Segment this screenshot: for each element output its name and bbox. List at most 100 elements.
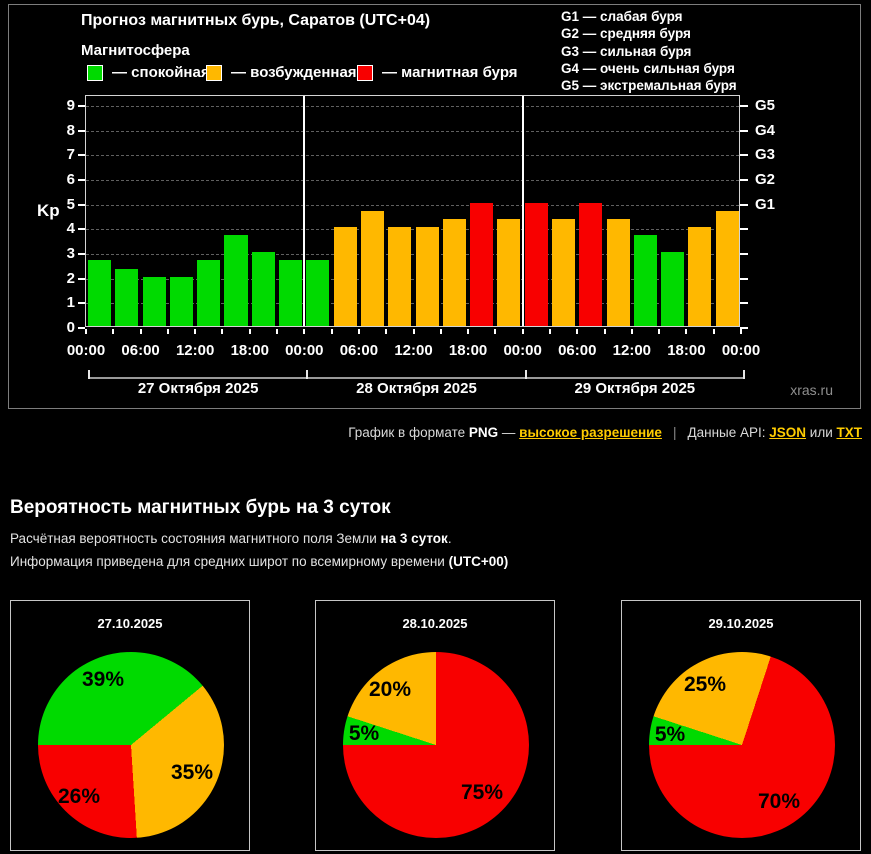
pie-date-2: 29.10.2025 [708,616,774,631]
y-tick-right-4 [740,228,748,231]
y-tick-left-4 [78,228,85,231]
y-tick-right-6 [740,178,748,181]
txt-link[interactable]: TXT [836,425,863,440]
pie-chart-1 [343,652,529,838]
gridline-kp6 [86,179,739,181]
x-tick-19 [603,329,606,334]
day-bracket-tick-0 [88,370,90,379]
kp-bar-23 [715,210,739,326]
x-label-7: 18:00 [448,342,488,359]
y-tick-left-9 [78,104,85,107]
kp-bar-19 [606,219,630,326]
right-axis-label-G3: G3 [755,146,776,164]
kp-bar-3 [169,276,193,326]
day-bracket-tick-3 [743,370,745,379]
y-tick-left-1 [78,302,85,305]
pie-box-27.10.2025: 27.10.2025 39% 35% 26% [10,600,250,851]
probability-line2: Информация приведена для средних широт п… [10,554,508,569]
kp-bar-15 [497,219,521,326]
x-tick-17 [548,329,551,334]
kp-bar-12 [415,227,439,326]
y-tick-left-7 [78,154,85,157]
x-tick-10 [357,329,360,334]
x-tick-6 [248,329,251,334]
line1-bold: на 3 суток [380,531,448,546]
gridline-kp4 [86,229,739,231]
x-tick-22 [685,329,688,334]
kp-bar-10 [360,210,384,326]
pie-2-label-excited: 25% [683,673,727,696]
kp-bar-1 [115,268,139,326]
x-tick-2 [139,329,142,334]
pie-1-label-excited: 20% [368,678,412,701]
y-label-9: 9 [66,96,75,114]
dash-text: — [498,425,520,440]
y-label-8: 8 [66,121,75,139]
kp-bar-11 [388,227,412,326]
gridline-kp7 [86,155,739,157]
probability-heading: Вероятность магнитных бурь на 3 суток [10,497,391,518]
legend-label-storm: — магнитная буря [382,64,518,81]
y-tick-left-2 [78,277,85,280]
x-tick-4 [194,329,197,334]
y-label-6: 6 [66,170,75,188]
pie-chart-2 [649,652,835,838]
x-label-1: 06:00 [121,342,160,359]
legend-label-excited: — возбужденная [231,64,357,81]
quiet-swatch [87,64,103,81]
x-label-8: 00:00 [503,342,542,359]
y-tick-right-1 [740,302,748,305]
json-link[interactable]: JSON [769,425,807,440]
separator: | [672,425,677,440]
right-axis-label-G4: G4 [755,121,776,139]
probability-line1: Расчётная вероятность состояния магнитно… [10,531,452,546]
kp-bar-18 [579,202,603,326]
x-tick-8 [303,329,306,334]
x-tick-18 [576,329,579,334]
day-separator-2 [521,96,524,326]
y-label-4: 4 [66,220,75,238]
day-label-0: 27 Октября 2025 [137,380,259,397]
x-label-11: 18:00 [667,342,706,359]
x-label-4: 00:00 [285,342,324,359]
hires-link[interactable]: высокое разрешение [519,425,662,440]
magnetosphere-legend: — спокойная — возбужденная — магнитная бур… [9,64,860,84]
legend-label-quiet: — спокойная [112,64,210,81]
gridline-kp5 [86,204,739,206]
y-tick-right-3 [740,252,748,255]
x-tick-12 [412,329,415,334]
g-scale-line-2: G2 — средняя буря [561,26,691,42]
legend-item-quiet: — спокойная [87,64,210,81]
legend-item-excited: — возбужденная [206,64,357,81]
kp-plot: 0 1 2 3 4 5 6 7 8 9 G1 G2 G3 G4 G5 00:00 06:00 12:00 18:00… [67,95,775,397]
day-label-1: 28 Октября 2025 [356,380,477,397]
x-tick-20 [630,329,633,334]
pie-date-0: 27.10.2025 [97,616,163,631]
x-tick-9 [330,329,333,334]
kp-bar-17 [551,219,576,326]
gridline-kp3 [86,253,739,255]
kp-bar-6 [251,251,275,326]
g-scale-line-3: G3 — сильная буря [561,43,692,59]
x-tick-15 [494,329,497,334]
y-tick-right-0 [740,327,748,329]
gridline-kp1 [86,303,739,305]
chart-subtitle: Магнитосфера [81,42,190,59]
day-separator-1 [303,96,306,326]
pie-2-label-quiet: 5% [654,723,686,746]
kp-bar-9 [333,227,357,326]
x-label-9: 06:00 [558,342,597,359]
x-tick-3 [166,329,169,334]
g-scale-line-4: G4 — очень сильная буря [561,60,735,76]
y-label-0: 0 [66,319,75,336]
or-text: или [806,425,837,440]
x-label-3: 18:00 [230,342,269,359]
pie-1-label-quiet: 5% [348,722,380,745]
g-scale-line-1: G1 — слабая буря [561,9,683,24]
y-label-5: 5 [66,195,75,213]
y-axis-label: Kp [37,201,60,220]
links-row: График в формате PNG — высокое разрешени… [348,425,862,440]
kp-bar-21 [661,251,685,326]
line1-normal: Расчётная вероятность состояния магнитно… [10,531,381,546]
line2-bold: (UTC+00) [448,554,509,569]
